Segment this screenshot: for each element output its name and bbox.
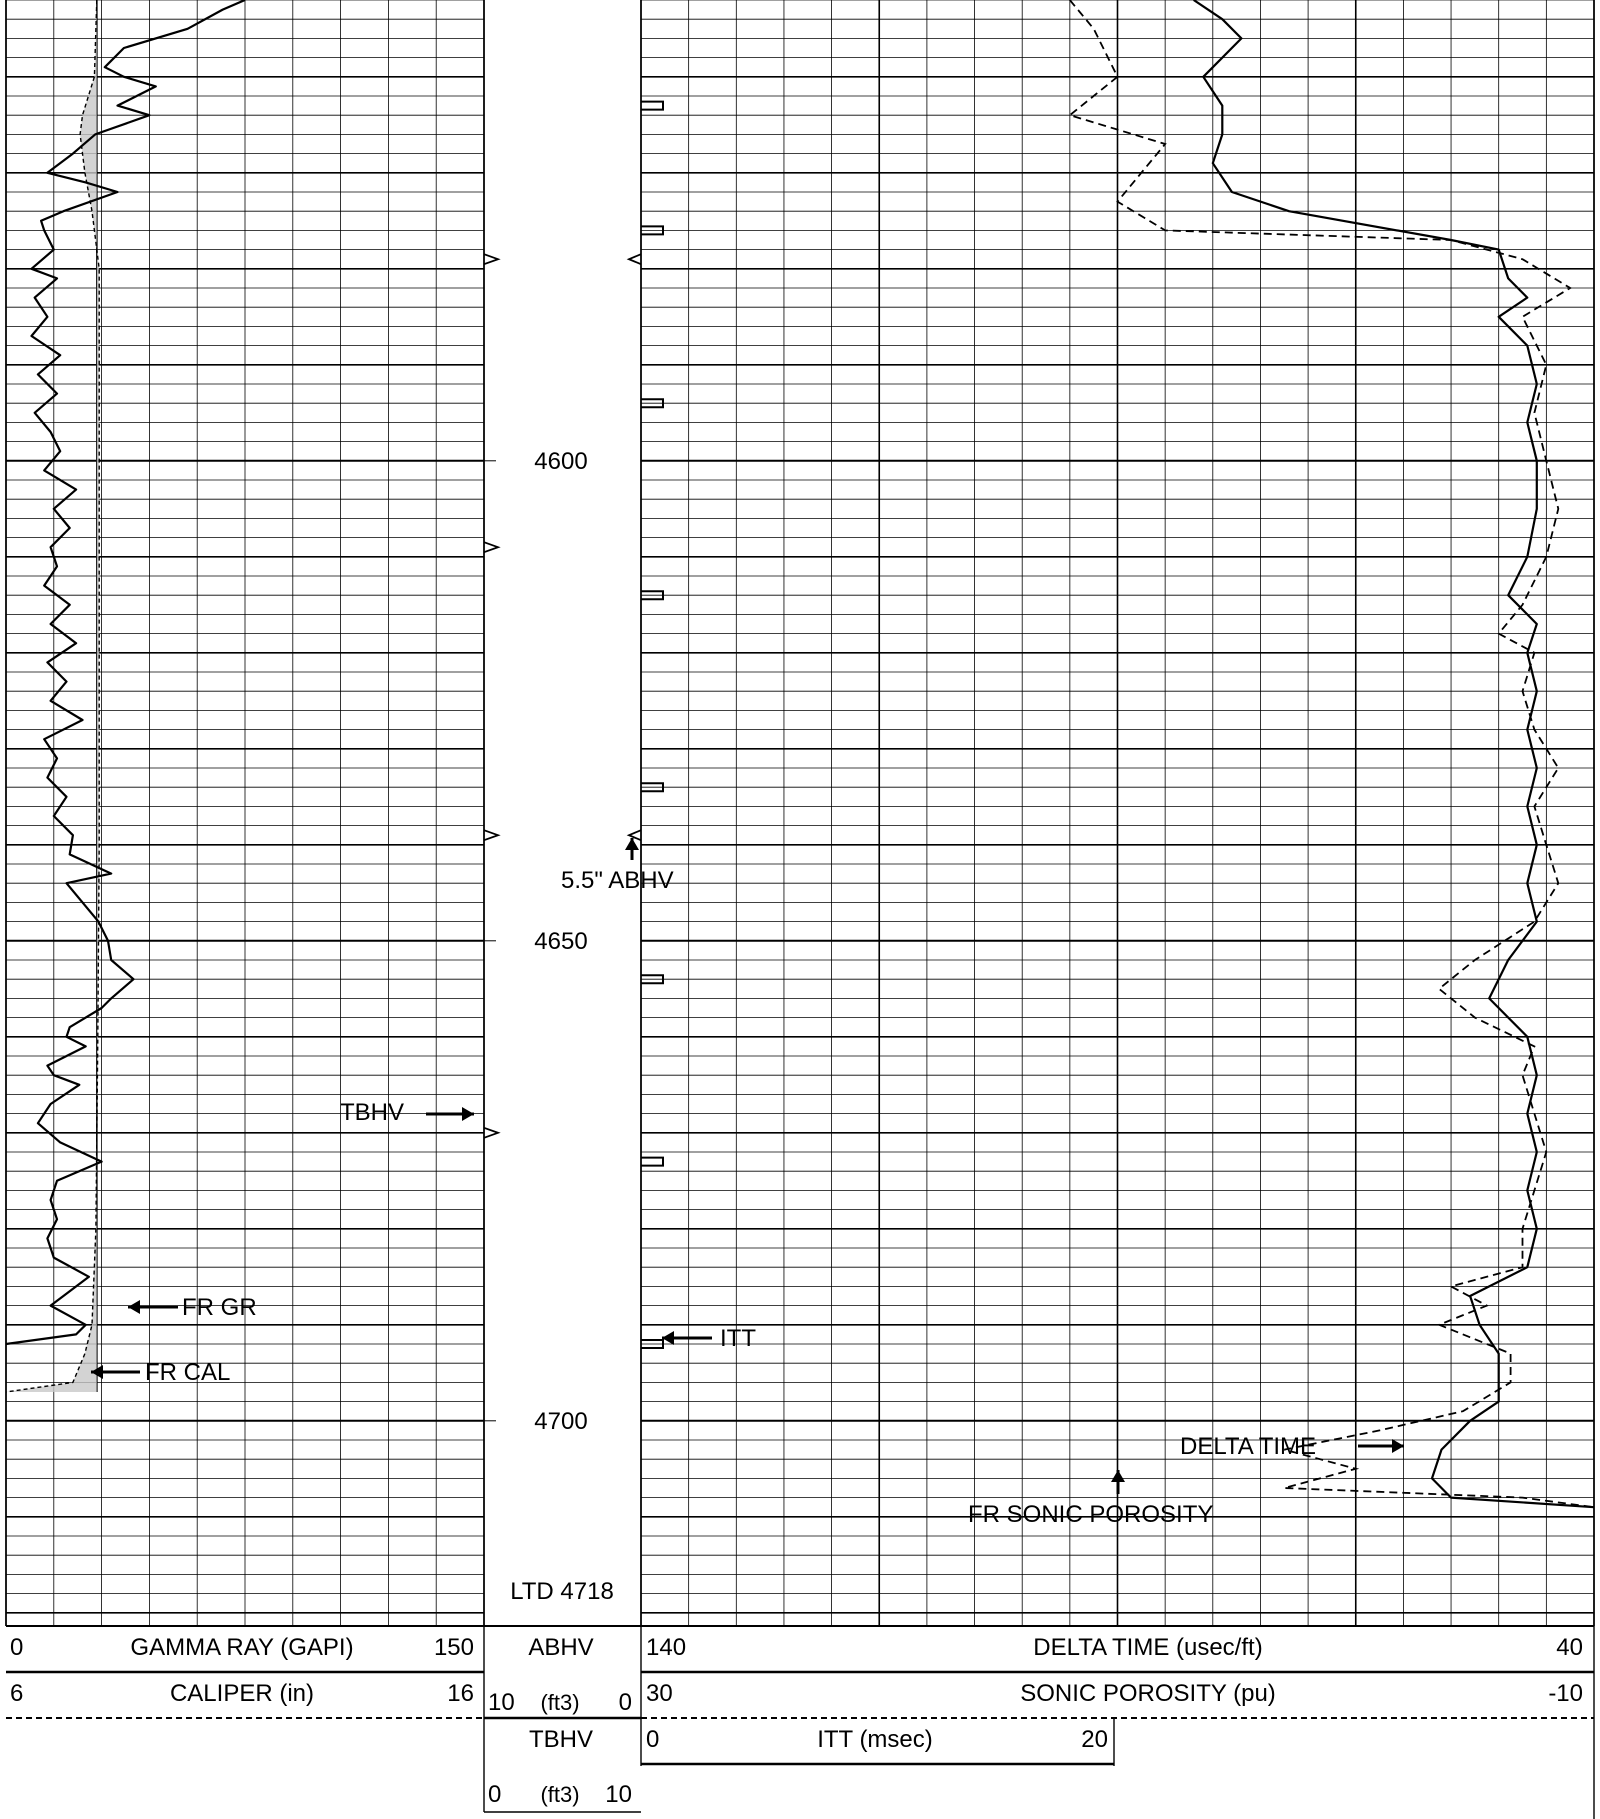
annotation-itt: ITT [720, 1325, 756, 1352]
gr-scale-left: 0 [10, 1634, 23, 1661]
annotation-delta-time: DELTA TIME [1180, 1433, 1316, 1460]
arrow-abhv-head [625, 838, 639, 850]
phi-scale-right: -10 [1548, 1680, 1583, 1707]
abhv-unit: (ft3) [540, 1690, 579, 1715]
itt-tick [641, 1156, 664, 1167]
itt-tick [641, 225, 664, 236]
phi-curve-name: SONIC POROSITY (pu) [1020, 1680, 1276, 1707]
abhv-scale-right: 0 [619, 1689, 632, 1716]
tbhv-scale-right: 10 [605, 1781, 632, 1808]
cal-scale-right: 16 [447, 1680, 474, 1707]
abhv-tick [626, 253, 642, 266]
mark-layer [91, 100, 1404, 1494]
gr-curve-name: GAMMA RAY (GAPI) [130, 1634, 353, 1661]
annotation-fr-sonic-porosity: FR SONIC POROSITY [968, 1501, 1213, 1528]
annotation-fr-gr: FR GR [182, 1294, 257, 1321]
curve-layer [5, 0, 1595, 1509]
tbhv-tick [483, 253, 501, 266]
tbhv-tick [483, 541, 501, 554]
annotation-abhv: 5.5" ABHV [561, 867, 674, 894]
itt-scale-right: 20 [1081, 1726, 1108, 1753]
dt-scale-left: 140 [646, 1634, 686, 1661]
gamma-ray-curve [5, 0, 246, 1346]
arrow-tbhv-head [462, 1107, 474, 1121]
itt-tick [641, 1339, 664, 1349]
tbhv-unit: (ft3) [540, 1782, 579, 1807]
itt-tick [641, 782, 664, 793]
arrow-delta-time-head [1392, 1439, 1404, 1453]
abhv-tick [626, 829, 642, 842]
annotation-fr-cal: FR CAL [145, 1359, 230, 1386]
phi-scale-left: 30 [646, 1680, 673, 1707]
annotation-tbhv: TBHV [340, 1099, 404, 1126]
itt-tick [641, 100, 664, 111]
ltd-label: LTD 4718 [510, 1578, 614, 1605]
depth-label-4650: 4650 [534, 928, 587, 955]
itt-scale-left: 0 [646, 1726, 659, 1753]
sonic-porosity-curve [1067, 0, 1595, 1509]
grid-layer [5, 0, 1595, 1626]
cal-scale-left: 6 [10, 1680, 23, 1707]
arrow-fr-cal-head [91, 1365, 103, 1379]
arrow-fr-sonic-porosity-head [1111, 1470, 1125, 1482]
itt-tick [641, 974, 664, 985]
itt-tick [641, 590, 664, 601]
tbhv-scale-left: 0 [488, 1781, 501, 1808]
label-layer: 4600 4650 4700 LTD 4718 0 GAMMA RAY (GAP… [10, 448, 1583, 1808]
depth-label-4600: 4600 [534, 448, 587, 475]
abhv-curve-name: ABHV [528, 1634, 593, 1661]
cal-curve-name: CALIPER (in) [170, 1680, 314, 1707]
gr-scale-right: 150 [434, 1634, 474, 1661]
itt-tick [641, 398, 664, 409]
arrow-fr-gr-head [128, 1300, 140, 1314]
abhv-scale-left: 10 [488, 1689, 515, 1716]
caliper-curve [5, 0, 100, 1393]
delta-time-curve [1193, 0, 1595, 1509]
arrow-itt-head [662, 1331, 674, 1345]
tbhv-tick [483, 829, 501, 842]
header-layer [5, 0, 1595, 1819]
depth-label-4700: 4700 [534, 1408, 587, 1435]
itt-curve-name: ITT (msec) [817, 1726, 933, 1753]
tbhv-curve-name: TBHV [529, 1726, 593, 1753]
tbhv-tick [483, 1126, 501, 1139]
dt-scale-right: 40 [1556, 1634, 1583, 1661]
dt-curve-name: DELTA TIME (usec/ft) [1033, 1634, 1262, 1661]
